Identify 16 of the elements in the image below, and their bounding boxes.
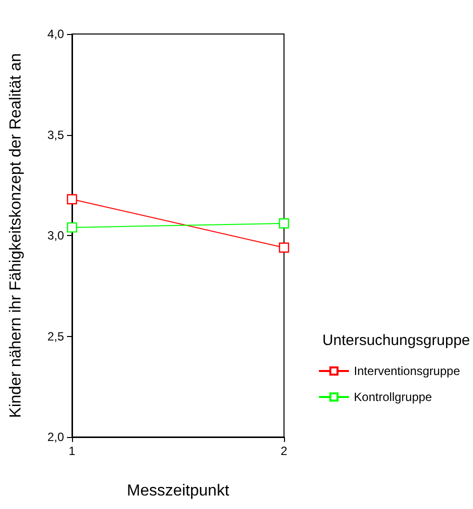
y-tick-label: 2,0 bbox=[47, 430, 64, 444]
y-tick-label: 3,0 bbox=[47, 228, 64, 242]
y-tick-label: 3,5 bbox=[47, 128, 64, 142]
point bbox=[278, 218, 290, 229]
legend-label: Kontrollgruppe bbox=[354, 390, 432, 404]
y-axis-title: Kinder nähern ihr Fähigkeitskonzept der Realität an bbox=[8, 53, 24, 418]
x-axis-title: Messzeitpunkt bbox=[126, 482, 230, 500]
point bbox=[278, 242, 290, 253]
x-tick-label: 2 bbox=[280, 444, 288, 458]
y-tick-label: 4,0 bbox=[47, 27, 64, 41]
legend-title: Untersuchungsgruppe bbox=[322, 332, 470, 349]
point bbox=[66, 194, 78, 204]
y-tick-label: 2,5 bbox=[47, 329, 64, 344]
point bbox=[66, 222, 78, 233]
x-tick-label: 1 bbox=[68, 444, 76, 458]
legend-label: Interventionsgruppe bbox=[354, 364, 460, 378]
